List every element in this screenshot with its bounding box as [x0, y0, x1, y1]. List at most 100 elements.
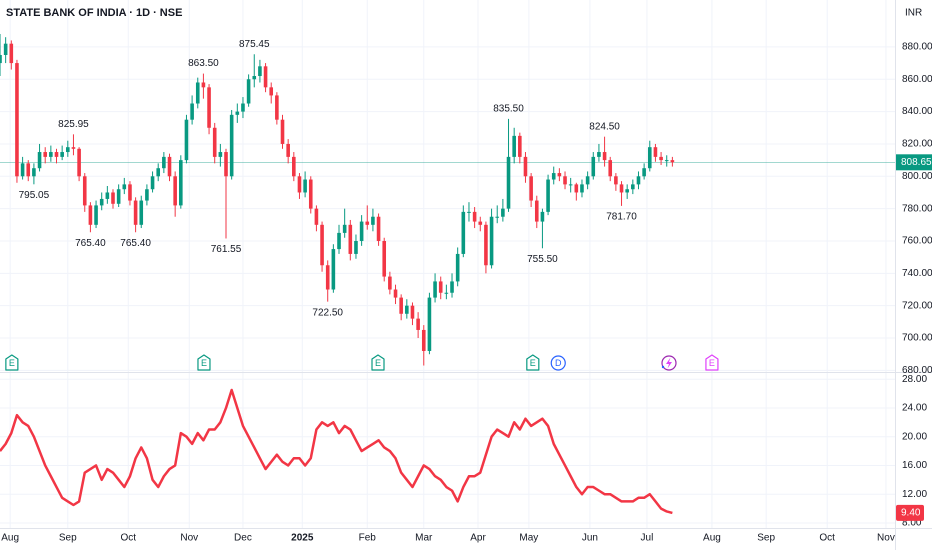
- event-badge: [526, 354, 540, 371]
- candle-body: [664, 160, 669, 162]
- candle-body: [162, 156, 166, 169]
- event-label: E: [709, 358, 715, 368]
- candle-body: [133, 200, 138, 225]
- event-icon-lightning: [661, 355, 677, 371]
- candle-body: [303, 179, 307, 193]
- x-tick-label: Mar: [415, 533, 433, 544]
- candle-body: [105, 192, 110, 199]
- high-label: 825.95: [58, 119, 89, 130]
- candle-body: [60, 152, 64, 157]
- candle-body: [3, 43, 8, 55]
- y-tick-label: 740.00: [902, 268, 932, 279]
- y-tick-label: 820.00: [902, 139, 932, 150]
- y-tick-label: 780.00: [902, 203, 932, 214]
- x-tick-label: Dec: [234, 533, 252, 544]
- candle-body: [122, 184, 127, 190]
- low-label: 765.40: [120, 238, 151, 249]
- candle-body: [207, 87, 211, 128]
- candle-body: [241, 103, 245, 112]
- candle-body: [388, 276, 392, 290]
- x-tick-label: Oct: [120, 533, 136, 544]
- event-badge: [550, 355, 566, 371]
- candle-body: [421, 329, 426, 351]
- candle-body: [308, 179, 313, 209]
- candle-body: [585, 176, 590, 185]
- candle-body: [15, 63, 19, 177]
- x-tick-label: Jul: [641, 533, 654, 544]
- candle-body: [461, 211, 466, 254]
- candle-body: [88, 205, 93, 225]
- candle-body: [218, 152, 223, 157]
- event-label: E: [9, 358, 15, 368]
- candle-body: [145, 189, 149, 201]
- candle-body: [20, 163, 25, 177]
- indicator-line: [0, 388, 673, 515]
- candle-body: [348, 224, 353, 254]
- high-label: 824.50: [589, 121, 620, 132]
- candle-body: [128, 184, 132, 201]
- y-tick-label: 840.00: [902, 106, 932, 117]
- candle-body: [331, 249, 336, 290]
- y-tick-label: 800.00: [902, 171, 932, 182]
- indicator-tick-label: 8.00: [902, 518, 922, 529]
- high-label: 863.50: [188, 58, 219, 69]
- candle-body: [9, 43, 14, 64]
- candle-body: [506, 156, 511, 209]
- candle-body: [212, 127, 217, 157]
- candle-body: [116, 189, 121, 204]
- x-tick-label: Aug: [703, 533, 721, 544]
- indicator-tick-label: 24.00: [902, 403, 927, 414]
- candle-body: [156, 168, 161, 177]
- candle-body: [320, 224, 324, 266]
- indicator-tick-label: 20.00: [902, 431, 927, 442]
- candle-body: [534, 200, 539, 222]
- candle-body: [82, 176, 87, 206]
- candle-body: [529, 176, 533, 201]
- candle-body: [32, 168, 36, 177]
- candle-body: [201, 82, 206, 88]
- chart-title: STATE BANK OF INDIA · 1D · NSE: [6, 7, 182, 19]
- y-tick-label: 880.00: [902, 42, 932, 53]
- candle-body: [647, 147, 652, 169]
- candle-body: [258, 66, 262, 77]
- candle-body: [184, 119, 189, 161]
- candle-body: [467, 211, 471, 213]
- y-tick-label: 720.00: [902, 300, 932, 311]
- grid-layer: [0, 0, 895, 528]
- candle-body: [597, 152, 601, 157]
- candle-body: [359, 221, 364, 241]
- candle-body: [433, 281, 437, 298]
- candle-body: [518, 135, 522, 157]
- candle-body: [450, 281, 454, 293]
- candle-body: [489, 216, 494, 266]
- candle-body: [405, 305, 409, 314]
- candle-body: [619, 184, 624, 193]
- candle-body: [563, 176, 567, 185]
- y-tick-label: 680.00: [902, 365, 932, 376]
- candle-body: [393, 289, 398, 298]
- candle-body: [246, 79, 251, 104]
- y-tick-label: 860.00: [902, 74, 932, 85]
- candle-body: [495, 216, 500, 218]
- last-price-tag: [896, 154, 932, 171]
- event-label: D: [555, 358, 562, 368]
- candle-body: [43, 152, 48, 157]
- event-label: E: [201, 358, 207, 368]
- low-label: 781.70: [606, 212, 637, 223]
- candle-body: [659, 156, 663, 161]
- event-label: E: [530, 358, 536, 368]
- candle-body: [574, 184, 579, 193]
- event-label: E: [375, 358, 381, 368]
- candle-body: [642, 168, 646, 177]
- candle-body: [54, 152, 59, 157]
- plot-layer: 795.05 825.95 765.40 765.40 863.50 761.55 875.…: [0, 33, 895, 515]
- candle-body: [653, 147, 658, 157]
- event-badge: [5, 354, 19, 371]
- high-label: 875.45: [239, 39, 270, 50]
- y-tick-label: 760.00: [902, 236, 932, 247]
- candle-body: [37, 152, 42, 169]
- candle-body: [71, 147, 76, 149]
- candle-body: [591, 156, 596, 177]
- candle-body: [342, 224, 347, 233]
